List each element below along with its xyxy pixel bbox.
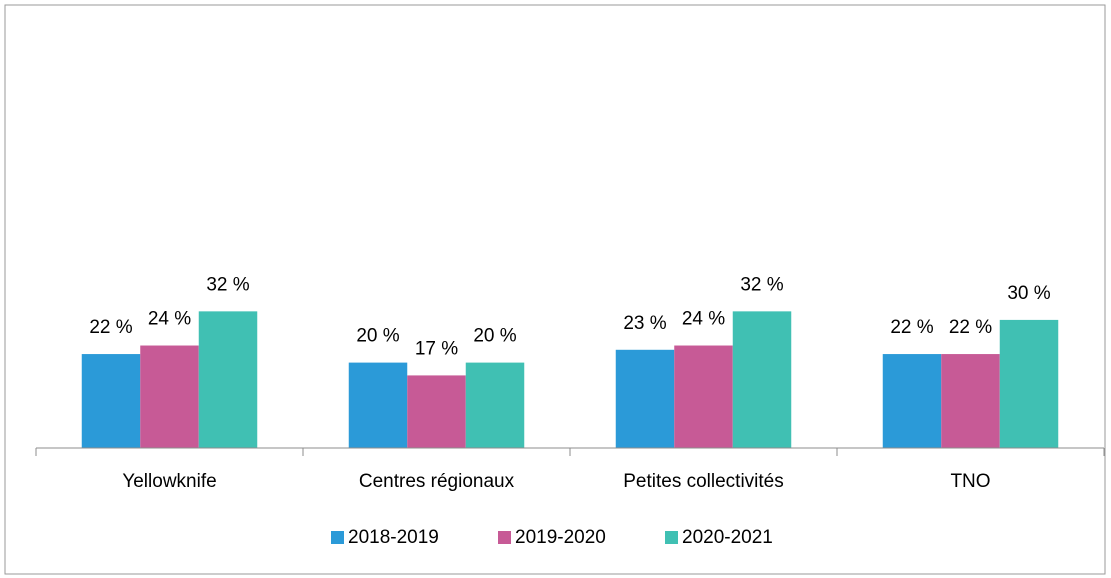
bar [882,354,942,448]
data-label: 30 % [1007,283,1050,304]
data-label: 22 % [949,317,992,338]
legend-swatch [331,531,344,544]
bar [81,354,141,448]
bar [732,311,792,448]
data-label: 20 % [473,326,516,347]
bar [941,354,1000,448]
x-tick-label: Centres régionaux [359,471,515,492]
legend-label: 2019-2020 [515,527,606,548]
x-tick-label: Yellowknife [122,471,216,492]
legend-label: 2018-2019 [348,527,439,548]
legend-swatch [665,531,678,544]
bar [348,362,408,448]
x-tick-label: TNO [950,471,990,492]
bar [140,345,199,448]
data-label: 22 % [890,317,933,338]
data-label: 23 % [623,313,666,334]
data-label: 32 % [206,274,249,295]
data-label: 24 % [682,309,725,330]
bar [465,362,525,448]
bar [615,349,675,448]
bar [198,311,258,448]
data-label: 32 % [740,274,783,295]
data-label: 24 % [148,309,191,330]
bar [999,319,1059,448]
bar [407,375,466,448]
legend-label: 2020-2021 [682,527,773,548]
data-label: 17 % [415,338,458,359]
bar [674,345,733,448]
chart-border [4,4,1106,575]
data-label: 20 % [356,326,399,347]
x-tick-label: Petites collectivités [623,471,784,492]
legend-swatch [498,531,511,544]
data-label: 22 % [89,317,132,338]
